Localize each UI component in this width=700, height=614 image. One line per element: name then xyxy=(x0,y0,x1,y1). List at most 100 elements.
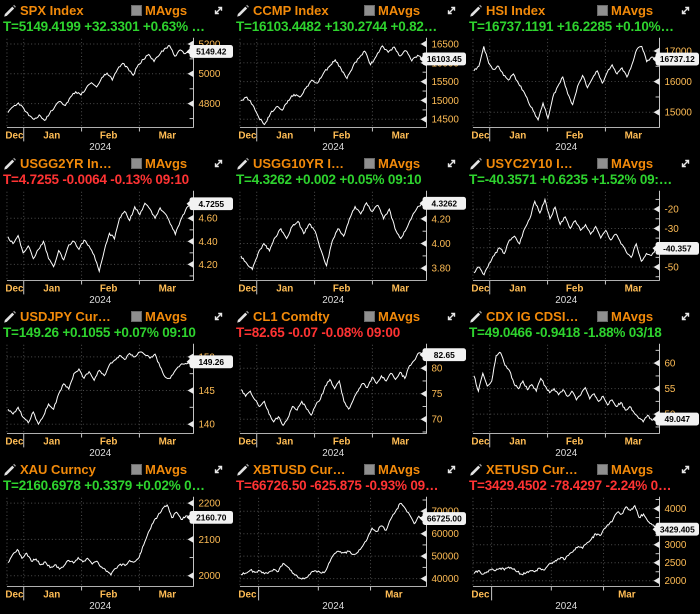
month-label: Mar xyxy=(159,589,177,600)
mavgs-checkbox[interactable] xyxy=(597,311,608,322)
mavgs-checkbox[interactable] xyxy=(131,158,142,169)
mavgs-label[interactable]: MAvgs xyxy=(378,3,421,18)
ticker-title[interactable]: CDX IG CDSI… xyxy=(486,309,579,324)
y-tick-arrow xyxy=(653,78,660,86)
price-line xyxy=(473,197,657,276)
mavgs-checkbox[interactable] xyxy=(597,158,608,169)
annotate-pencil-icon[interactable] xyxy=(3,157,17,171)
mavgs-label[interactable]: MAvgs xyxy=(611,3,654,18)
expand-arrows-icon[interactable] xyxy=(445,463,459,477)
month-label: Jan xyxy=(43,283,60,294)
ticker-title[interactable]: CCMP Index xyxy=(253,3,329,18)
mavgs-checkbox[interactable] xyxy=(364,464,375,475)
mavgs-checkbox[interactable] xyxy=(364,158,375,169)
expand-arrows-icon[interactable] xyxy=(445,310,459,324)
y-tick-label: 140 xyxy=(198,420,215,431)
expand-arrows-icon[interactable] xyxy=(212,4,226,18)
y-tick-arrow xyxy=(653,541,660,549)
annotate-pencil-icon[interactable] xyxy=(236,310,250,324)
mavgs-label[interactable]: MAvgs xyxy=(611,462,654,477)
year-label: 2024 xyxy=(322,601,344,612)
price-badge xyxy=(189,45,233,58)
price-chart[interactable]: 165001600015500150001450016103.45DecJanF… xyxy=(236,36,466,153)
ticker-title[interactable]: HSI Index xyxy=(486,3,546,18)
month-label: Jan xyxy=(43,130,60,141)
annotate-pencil-icon[interactable] xyxy=(469,4,483,18)
mavgs-label[interactable]: MAvgs xyxy=(145,309,188,324)
ticker-title[interactable]: XBTUSD Cur… xyxy=(253,462,346,477)
y-tick-label: 2000 xyxy=(664,576,686,587)
mavgs-label[interactable]: MAvgs xyxy=(378,462,421,477)
annotate-pencil-icon[interactable] xyxy=(236,4,250,18)
expand-arrows-icon[interactable] xyxy=(679,310,693,324)
expand-arrows-icon[interactable] xyxy=(212,157,226,171)
mavgs-label[interactable]: MAvgs xyxy=(145,462,188,477)
y-tick-label: 2000 xyxy=(198,571,220,582)
mavgs-checkbox[interactable] xyxy=(131,5,142,16)
annotate-pencil-icon[interactable] xyxy=(3,4,17,18)
ticker-title[interactable]: SPX Index xyxy=(20,3,84,18)
chart-panel-xbtusd: XBTUSD Cur… MAvgs T=66726.50 -625.875 -0… xyxy=(233,459,466,614)
price-chart[interactable]: 5200 5000 4800 5149.42 Dec Jan Feb Mar 2024 xyxy=(3,36,233,153)
y-tick-label: 3.80 xyxy=(431,264,451,275)
mavgs-checkbox[interactable] xyxy=(364,5,375,16)
mavgs-label[interactable]: MAvgs xyxy=(378,309,421,324)
annotate-pencil-icon[interactable] xyxy=(469,463,483,477)
expand-arrows-icon[interactable] xyxy=(679,463,693,477)
annotate-pencil-icon[interactable] xyxy=(469,310,483,324)
ticker-title[interactable]: USGG2YR In… xyxy=(20,156,112,171)
month-label: Dec xyxy=(5,589,24,600)
price-chart[interactable]: 4.60 4.40 4.20 4.7255 Dec Jan Feb Mar 2024 xyxy=(3,189,233,306)
y-tick-label: 4.20 xyxy=(198,260,218,271)
month-label: Mar xyxy=(159,130,177,141)
mavgs-checkbox[interactable] xyxy=(597,464,608,475)
price-line xyxy=(240,352,424,427)
panel-header: XETUSD Cur… MAvgs xyxy=(469,461,700,478)
annotate-pencil-icon[interactable] xyxy=(3,463,17,477)
annotate-pencil-icon[interactable] xyxy=(236,157,250,171)
y-tick-arrow xyxy=(653,385,660,393)
quote-line: T=-40.3571 +0.6235 +1.52% 09:… xyxy=(469,172,673,187)
price-chart[interactable]: 4.20 4.00 3.80 4.3262 Dec Jan Feb Mar 2024 xyxy=(236,189,466,306)
mavgs-checkbox[interactable] xyxy=(131,311,142,322)
mavgs-label[interactable]: MAvgs xyxy=(611,309,654,324)
annotate-pencil-icon[interactable] xyxy=(469,157,483,171)
expand-arrows-icon[interactable] xyxy=(679,157,693,171)
ticker-title[interactable]: XETUSD Cur… xyxy=(486,462,578,477)
expand-arrows-icon[interactable] xyxy=(212,310,226,324)
annotate-pencil-icon[interactable] xyxy=(236,463,250,477)
mavgs-checkbox[interactable] xyxy=(364,311,375,322)
expand-arrows-icon[interactable] xyxy=(445,157,459,171)
y-tick-label: 16000 xyxy=(664,77,692,88)
expand-arrows-icon[interactable] xyxy=(679,4,693,18)
mavgs-label[interactable]: MAvgs xyxy=(145,3,188,18)
annotate-pencil-icon[interactable] xyxy=(3,310,17,324)
price-badge xyxy=(655,52,699,66)
month-label: Mar xyxy=(159,283,177,294)
y-tick-label: -50 xyxy=(664,263,679,274)
expand-arrows-icon[interactable] xyxy=(445,4,459,18)
price-chart[interactable]: 2200 2100 2000 2160.70 Dec Jan Feb Mar 2024 xyxy=(3,495,233,612)
mavgs-label[interactable]: MAvgs xyxy=(611,156,654,171)
price-chart[interactable]: 17000 16000 15000 16737.12 Dec Jan Feb Mar 2024 xyxy=(469,36,699,153)
price-chart[interactable]: 80 75 70 82.65 Dec Jan Feb Mar 2024 xyxy=(236,342,466,459)
mavgs-checkbox[interactable] xyxy=(131,464,142,475)
ticker-title[interactable]: XAU Curncy xyxy=(20,462,96,477)
mavgs-label[interactable]: MAvgs xyxy=(145,156,188,171)
ticker-title[interactable]: USDJPY Cur… xyxy=(20,309,111,324)
y-tick-label: 80 xyxy=(431,364,442,375)
y-tick-label: 60000 xyxy=(431,529,459,540)
ticker-title[interactable]: USYC2Y10 I… xyxy=(486,156,573,171)
price-badge xyxy=(655,522,699,536)
mavgs-checkbox[interactable] xyxy=(597,5,608,16)
ticker-title[interactable]: USGG10YR I… xyxy=(253,156,345,171)
y-tick-arrow xyxy=(653,108,660,116)
expand-arrows-icon[interactable] xyxy=(212,463,226,477)
mavgs-label[interactable]: MAvgs xyxy=(378,156,421,171)
ticker-title[interactable]: CL1 Comdty xyxy=(253,309,330,324)
